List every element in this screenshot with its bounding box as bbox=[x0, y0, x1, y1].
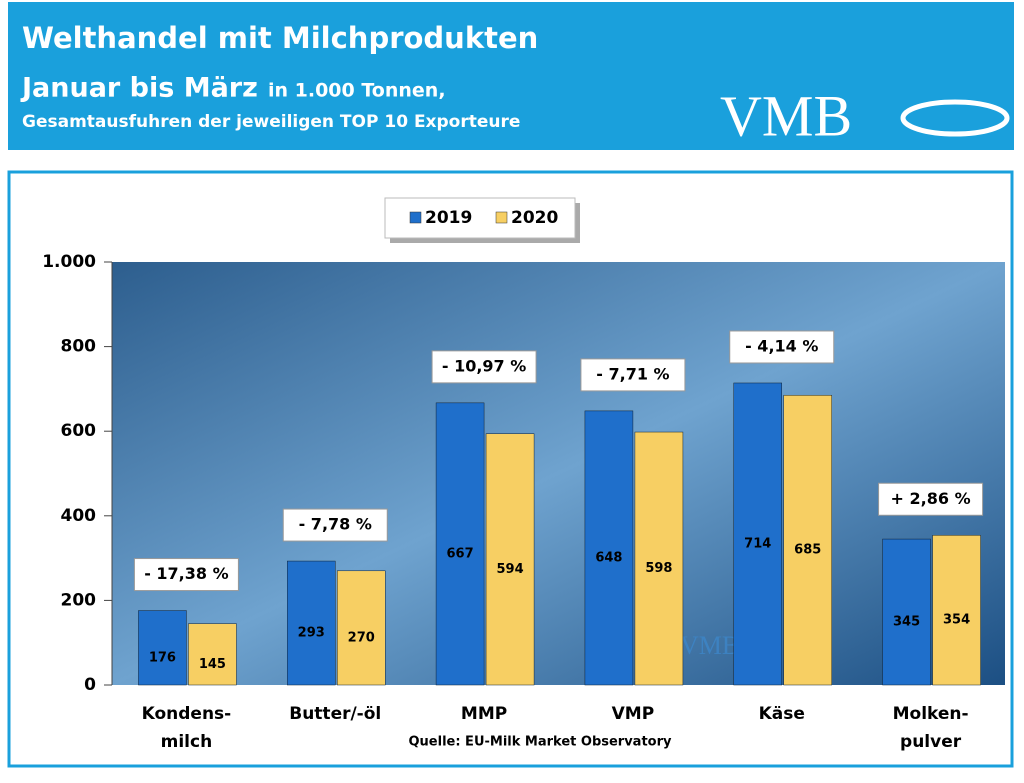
subtitle-unit: in 1.000 Tonnen, bbox=[268, 80, 446, 102]
value-label: 685 bbox=[794, 543, 821, 558]
subtitle-2: Gesamtausfuhren der jeweiligen TOP 10 Ex… bbox=[22, 112, 520, 132]
title: Welthandel mit Milchprodukten bbox=[22, 21, 538, 55]
annotation-box bbox=[729, 330, 835, 364]
legend-swatch bbox=[409, 211, 422, 224]
legend-label: 2020 bbox=[511, 208, 558, 228]
plot-background bbox=[112, 262, 1005, 685]
value-label: 145 bbox=[199, 657, 226, 672]
legend-swatch bbox=[495, 211, 508, 224]
y-tick-label: 200 bbox=[61, 590, 97, 610]
y-tick-label: 1.000 bbox=[42, 252, 96, 272]
logo-swoosh bbox=[900, 99, 1010, 137]
value-label: 270 bbox=[348, 630, 375, 645]
y-tick-label: 800 bbox=[61, 337, 97, 357]
x-tick-label: Käse bbox=[759, 704, 805, 724]
header-banner bbox=[8, 2, 1014, 150]
y-tick-label: 400 bbox=[61, 506, 97, 526]
bar bbox=[634, 431, 684, 686]
annotation: - 10,97 % bbox=[442, 356, 526, 375]
x-tick-label: Kondens- bbox=[142, 704, 232, 724]
annotation-box bbox=[878, 482, 984, 516]
bar bbox=[932, 535, 981, 686]
value-label: 598 bbox=[645, 561, 672, 576]
value-label: 354 bbox=[943, 613, 970, 628]
bar bbox=[783, 394, 832, 686]
x-tick-label: MMP bbox=[461, 704, 507, 724]
watermark: VMB bbox=[680, 631, 739, 660]
x-tick-label: Molken- bbox=[893, 704, 969, 724]
value-label: 293 bbox=[298, 626, 325, 641]
bar bbox=[287, 560, 336, 686]
annotation: - 4,14 % bbox=[745, 336, 818, 355]
bar bbox=[138, 610, 187, 686]
annotation-box bbox=[580, 358, 686, 392]
annotation: - 17,38 % bbox=[144, 564, 228, 583]
x-tick-label: pulver bbox=[900, 732, 962, 752]
annotation: - 7,78 % bbox=[299, 515, 372, 534]
annotation-box bbox=[431, 350, 537, 384]
bar bbox=[584, 410, 634, 686]
y-tick-label: 0 bbox=[84, 675, 96, 695]
x-tick-label: Butter/-öl bbox=[289, 704, 381, 724]
bar bbox=[337, 570, 386, 686]
legend-label: 2019 bbox=[425, 208, 472, 228]
y-tick-label: 600 bbox=[61, 421, 97, 441]
value-label: 714 bbox=[744, 536, 771, 551]
annotation: - 7,71 % bbox=[596, 364, 669, 383]
value-label: 176 bbox=[149, 650, 176, 665]
bar bbox=[435, 402, 485, 686]
value-label: 594 bbox=[497, 562, 524, 577]
annotation: + 2,86 % bbox=[891, 489, 971, 508]
annotation-box bbox=[133, 558, 239, 592]
x-tick-label: VMP bbox=[612, 704, 655, 724]
bar bbox=[882, 538, 931, 686]
subtitle: Januar bis März bbox=[20, 73, 258, 104]
x-tick-label: milch bbox=[161, 732, 213, 752]
value-label: 345 bbox=[893, 615, 920, 630]
annotation-box bbox=[282, 508, 388, 542]
bar bbox=[485, 433, 535, 686]
value-label: 667 bbox=[447, 546, 474, 561]
bar bbox=[733, 382, 782, 686]
logo: VMB bbox=[720, 83, 852, 148]
source: Quelle: EU-Milk Market Observatory bbox=[408, 735, 672, 750]
value-label: 648 bbox=[595, 550, 622, 565]
bar bbox=[188, 623, 237, 686]
